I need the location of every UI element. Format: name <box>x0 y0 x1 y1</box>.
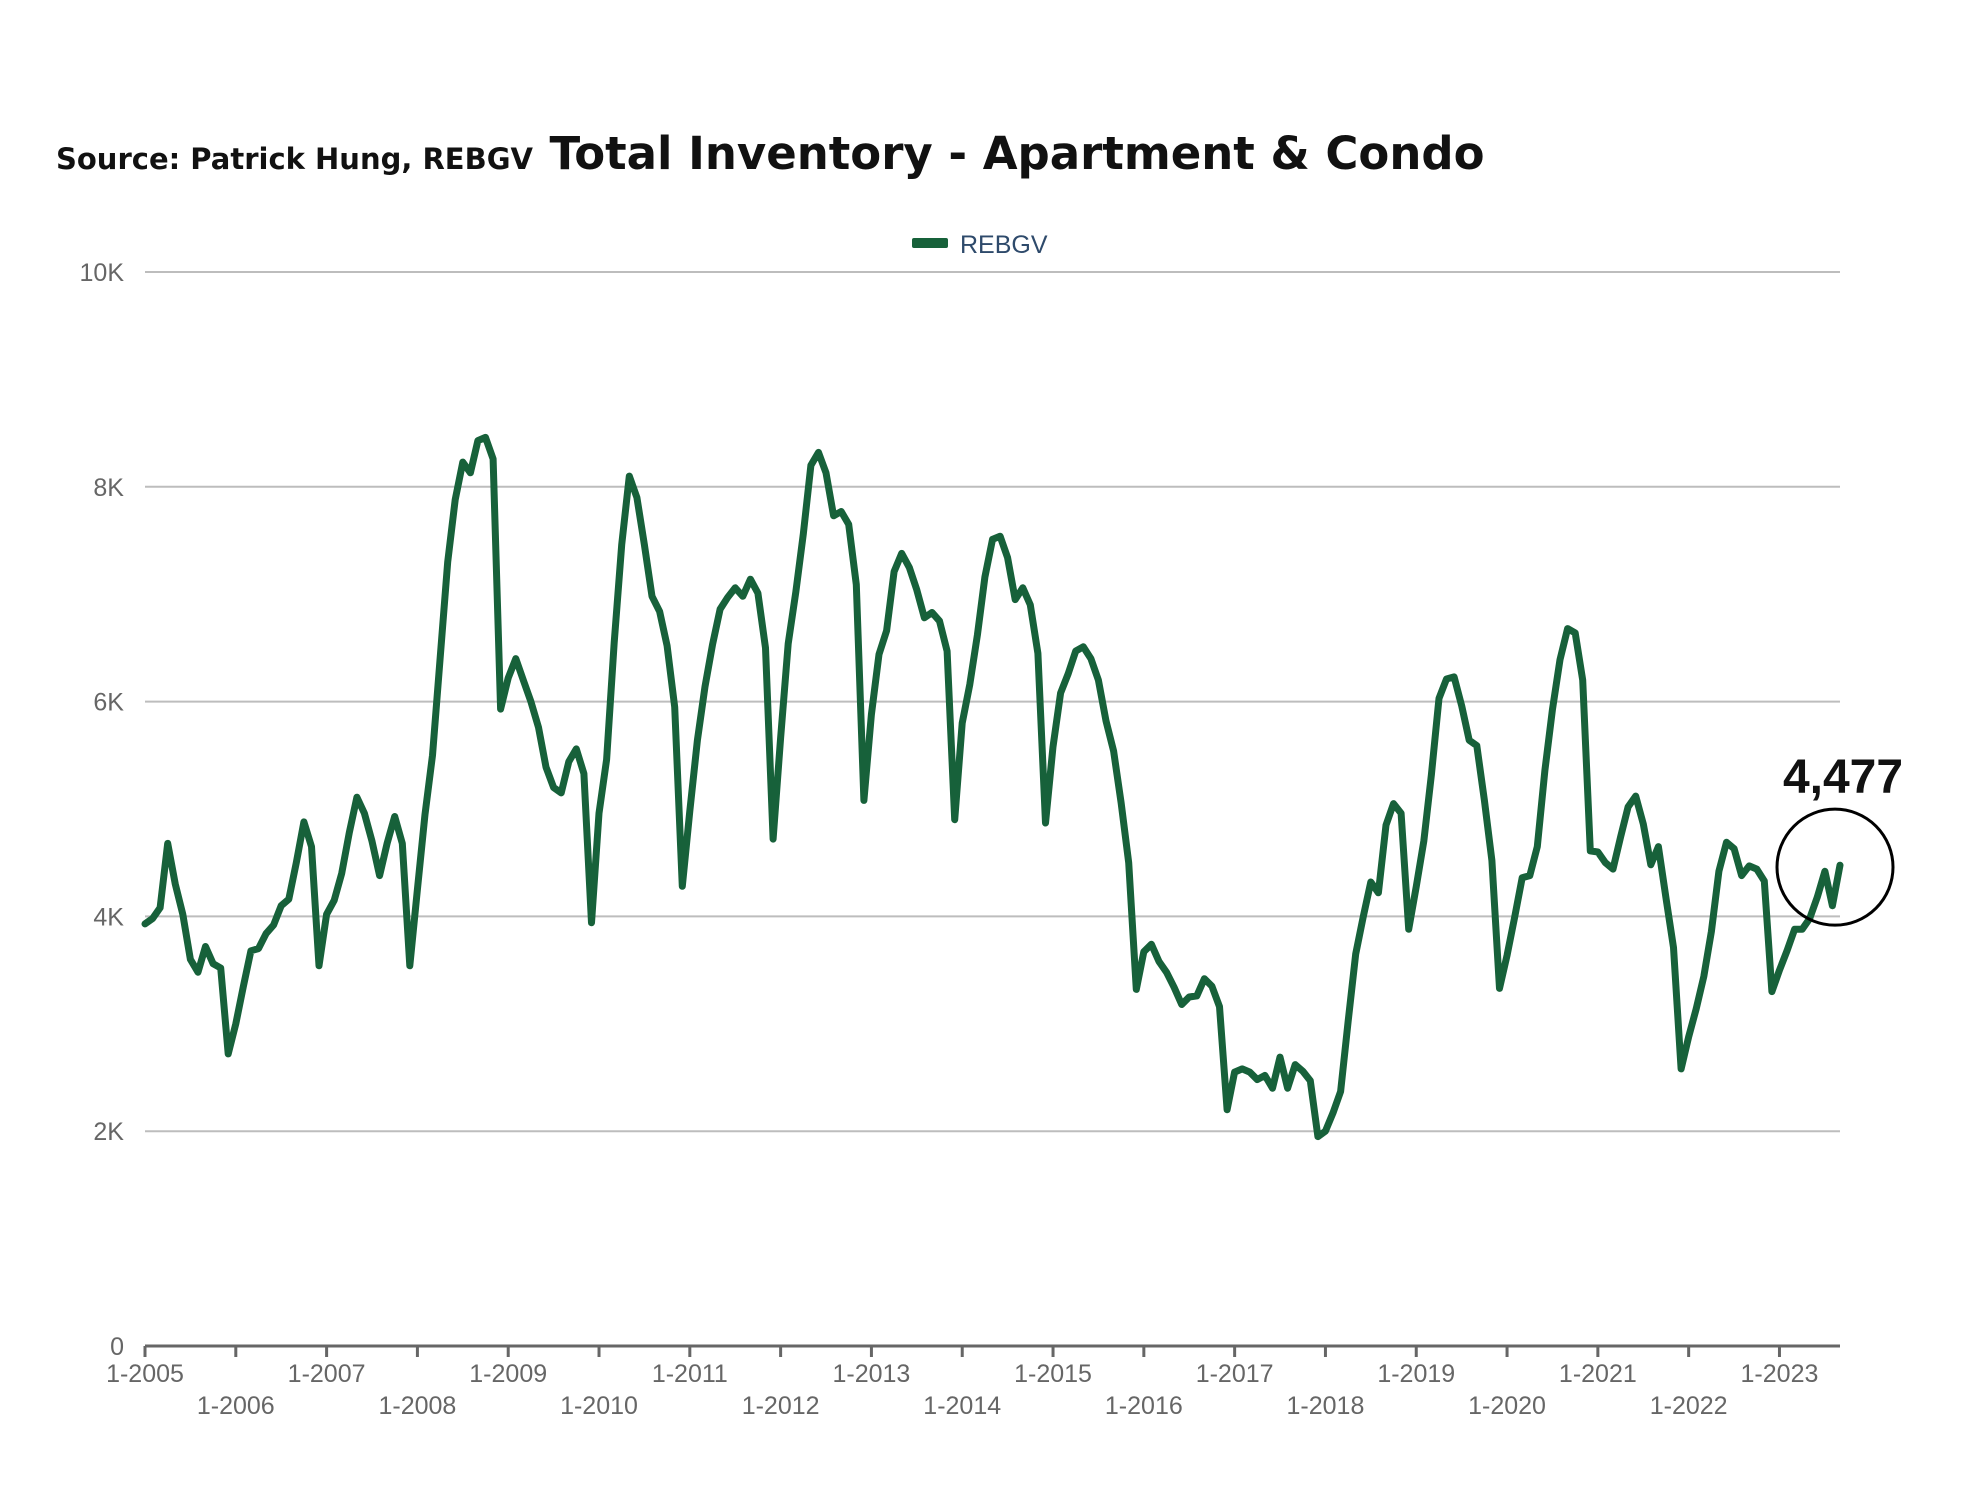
callout-circle <box>1775 807 1895 927</box>
x-tick-label: 1-2009 <box>469 1360 547 1388</box>
legend[interactable]: REBGV <box>912 231 1048 259</box>
x-tick-label: 1-2021 <box>1559 1360 1637 1388</box>
x-tick-label: 1-2012 <box>742 1392 820 1420</box>
chart-title: Total Inventory - Apartment & Condo <box>550 127 1485 180</box>
source-label: Source: Patrick Hung, REBGV <box>56 142 534 176</box>
x-tick-label: 1-2008 <box>378 1392 456 1420</box>
x-tick-label: 1-2019 <box>1377 1360 1455 1388</box>
x-tick-label: 1-2018 <box>1287 1392 1365 1420</box>
series-line-rebgv[interactable] <box>141 433 1844 1141</box>
y-tick-label: 10K <box>80 259 125 287</box>
x-tick-label: 1-2010 <box>560 1392 638 1420</box>
series-layer <box>141 433 1844 1141</box>
latest-value-annotation: 4,477 <box>1775 751 1903 927</box>
y-tick-label: 8K <box>93 474 124 502</box>
y-tick-label: 2K <box>93 1118 124 1146</box>
legend-swatch-rebgv <box>912 238 948 248</box>
x-tick-label: 1-2015 <box>1014 1360 1092 1388</box>
x-tick-label: 1-2014 <box>923 1392 1001 1420</box>
x-tick-label: 1-2006 <box>197 1392 275 1420</box>
legend-label-rebgv: REBGV <box>960 231 1048 259</box>
y-tick-label: 6K <box>93 689 124 717</box>
x-tick-label: 1-2017 <box>1196 1360 1274 1388</box>
y-axis-ticks: 0 2K 4K 6K 8K 10K <box>80 259 125 1361</box>
x-tick-label: 1-2005 <box>106 1360 184 1388</box>
x-tick-label: 1-2016 <box>1105 1392 1183 1420</box>
x-tick-label: 1-2020 <box>1468 1392 1546 1420</box>
y-tick-label: 0 <box>110 1333 124 1361</box>
x-axis: 1-2005 1-2006 1-2007 1-2008 1-2009 1-2010 1-20… <box>106 1344 1840 1420</box>
gridlines <box>145 271 1840 1133</box>
callout-value: 4,477 <box>1783 751 1903 804</box>
x-tick-label: 1-2023 <box>1741 1360 1819 1388</box>
x-tick-label: 1-2013 <box>832 1360 910 1388</box>
y-tick-label: 4K <box>93 903 124 931</box>
x-tick-label: 1-2007 <box>288 1360 366 1388</box>
x-tick-label: 1-2022 <box>1650 1392 1728 1420</box>
x-tick-label: 1-2011 <box>652 1360 728 1388</box>
